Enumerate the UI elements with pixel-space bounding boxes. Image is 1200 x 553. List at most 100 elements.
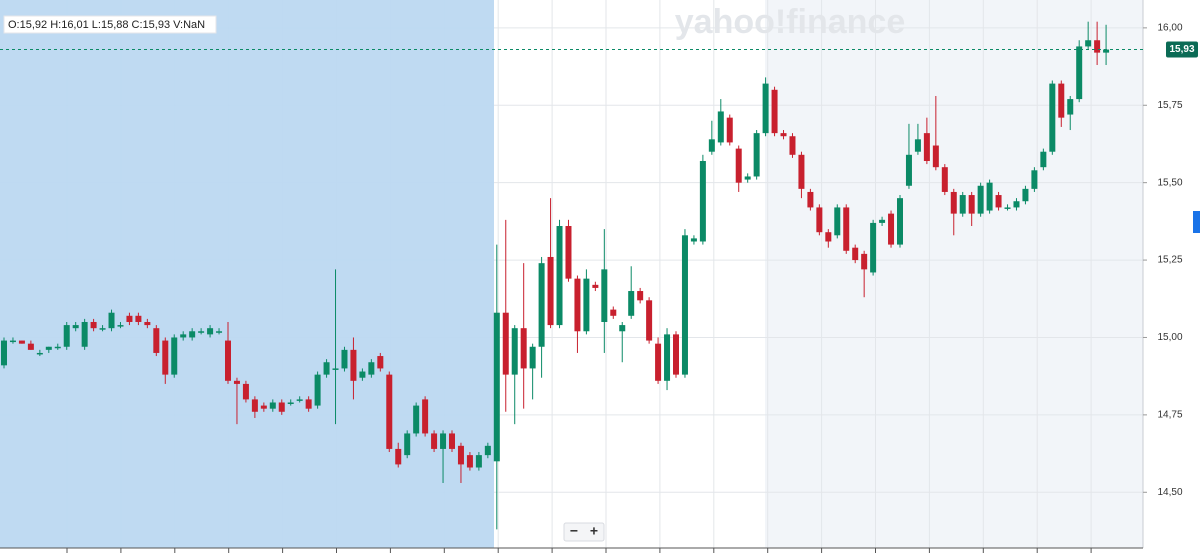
candle-body [99, 328, 106, 330]
candle-body [189, 331, 196, 338]
y-tick-label: 15,00 [1157, 332, 1182, 343]
candle-body [350, 349, 357, 381]
candle-body [36, 352, 43, 355]
candle-body [1040, 151, 1047, 168]
candle-body [959, 195, 966, 214]
candle-body [1067, 99, 1074, 115]
candle-body [216, 331, 223, 333]
candle-body [995, 195, 1002, 208]
watermark: yahoo!finance [675, 3, 905, 41]
candle-body [90, 321, 97, 329]
candle-body [914, 139, 921, 152]
ohlc-label: O:15,92 H:16,01 L:15,88 C:15,93 V:NaN [8, 19, 205, 31]
candle-body [207, 328, 214, 335]
candle-body [180, 334, 187, 338]
candle-body [619, 325, 626, 332]
candle-body [789, 136, 796, 155]
candle-body [440, 433, 447, 449]
candle-body [538, 263, 545, 347]
candle-body [511, 328, 518, 375]
y-tick-label: 14,50 [1157, 487, 1182, 498]
candle-body [260, 405, 267, 409]
candle-body [1076, 46, 1083, 100]
candle-body [744, 176, 751, 180]
candle-body [923, 133, 930, 161]
candle-body [45, 346, 52, 350]
candle-body [852, 247, 859, 261]
candle-body [18, 340, 25, 344]
last-price-tag [1166, 41, 1198, 58]
candle-body [377, 356, 384, 369]
candle-body [690, 238, 697, 242]
candle-body [502, 312, 509, 375]
zoom-controls [563, 522, 605, 542]
candle-body [171, 337, 178, 375]
candle-body [574, 278, 581, 332]
candle-body [413, 405, 420, 434]
candle-body [735, 148, 742, 183]
candle-body [977, 185, 984, 214]
candle-body [816, 207, 823, 233]
candle-body [637, 291, 644, 301]
candle-body [493, 312, 500, 462]
candle-body [72, 325, 79, 329]
candle-body [251, 399, 258, 412]
y-tick-label: 15,75 [1157, 100, 1182, 111]
candle-body [529, 346, 536, 369]
candle-body [287, 402, 294, 404]
candle-body [950, 191, 957, 214]
candle-body [395, 448, 402, 465]
candle-body [861, 253, 868, 270]
candle-body [753, 133, 760, 177]
y-tick-label: 16,00 [1157, 23, 1182, 34]
candle-body [879, 219, 886, 223]
candle-body [63, 325, 70, 347]
candle-body [762, 83, 769, 134]
candle-body [117, 325, 124, 327]
candle-body [126, 315, 133, 322]
side-tab[interactable] [1193, 211, 1200, 233]
candle-body [81, 321, 88, 347]
candle-body [556, 226, 563, 326]
zoom-in-button[interactable]: + [590, 523, 598, 539]
candle-body [592, 284, 599, 288]
candle-body [162, 340, 169, 375]
candle-body [233, 380, 240, 384]
candle-body [843, 207, 850, 251]
candle-body [726, 117, 733, 143]
candle-body [144, 321, 151, 326]
candle-body [1004, 207, 1011, 209]
candle-body [825, 232, 832, 242]
candle-body [1103, 49, 1110, 53]
candle-body [897, 198, 903, 245]
candle-body [422, 399, 429, 434]
candle-body [1031, 170, 1038, 189]
candle-body [699, 160, 706, 242]
candle-body [404, 433, 411, 456]
candle-body [628, 291, 635, 316]
candle-body [780, 133, 787, 137]
candle-body [681, 235, 688, 375]
candle-body [457, 445, 464, 465]
candle-body [708, 139, 715, 152]
y-tick-label: 15,50 [1157, 177, 1182, 188]
candle-body [153, 328, 160, 353]
candle-body [870, 222, 877, 273]
candle-body [323, 362, 330, 375]
candle-body [798, 154, 805, 189]
candle-body [565, 226, 572, 279]
candle-body [1094, 40, 1101, 53]
candle-body [54, 346, 61, 349]
zoom-out-button[interactable]: − [570, 523, 578, 539]
y-tick-label: 15,25 [1157, 255, 1182, 266]
candle-body [278, 402, 285, 412]
candle-body [986, 182, 993, 211]
candle-body [27, 343, 34, 350]
candle-body [242, 383, 249, 400]
candle-body [225, 340, 231, 381]
candle-body [1058, 83, 1065, 118]
candle-body [601, 269, 608, 322]
candle-body [198, 331, 205, 333]
candle-body [314, 374, 321, 406]
